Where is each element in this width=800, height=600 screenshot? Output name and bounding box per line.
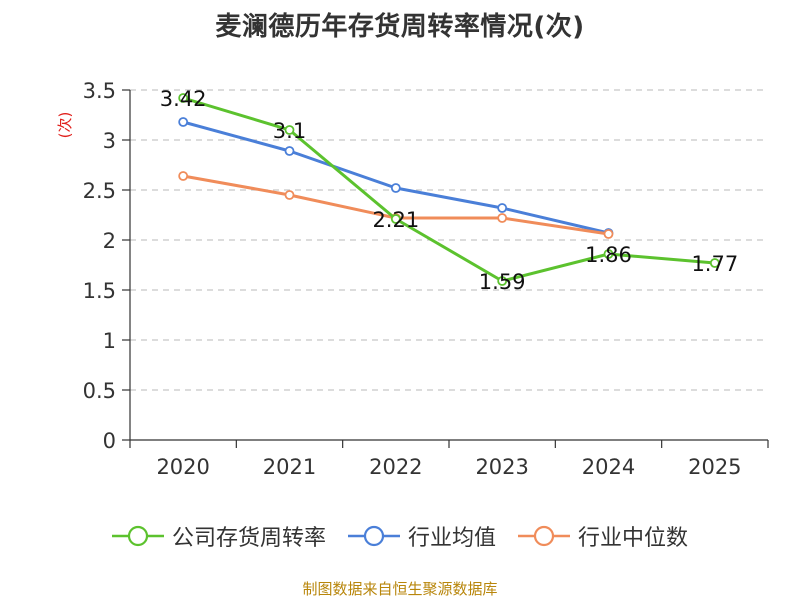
legend-item[interactable]: 行业中位数 [518, 520, 688, 552]
y-tick-label: 1 [103, 329, 116, 353]
y-tick-label: 2.5 [83, 179, 116, 203]
data-point [497, 213, 508, 223]
data-point [390, 214, 401, 224]
series-lines [178, 93, 720, 286]
data-label: 3.1 [273, 119, 306, 143]
data-point [178, 93, 189, 103]
legend-swatch-marker [127, 525, 149, 547]
x-tick-label: 2022 [369, 455, 422, 479]
data-point [284, 190, 295, 200]
data-labels: 3.42 3.1 2.21 1.59 1.86 1.77 [160, 87, 738, 294]
data-point [497, 276, 508, 286]
data-label: 1.86 [585, 243, 632, 267]
x-tick-label: 2023 [475, 455, 528, 479]
data-point [284, 146, 295, 156]
data-label: 1.59 [479, 270, 526, 294]
legend-swatch-marker [363, 525, 385, 547]
legend-swatch-marker [533, 525, 555, 547]
legend-item[interactable]: 公司存货周转率 [111, 520, 326, 552]
data-point [178, 171, 189, 181]
y-tick-label: 3 [103, 129, 116, 153]
y-tick-label: 3.5 [83, 79, 116, 103]
legend-item[interactable]: 行业均值 [347, 520, 496, 552]
x-tick-label: 2025 [688, 455, 741, 479]
data-point [603, 229, 614, 239]
source-note: 制图数据来自恒生聚源数据库 [302, 580, 498, 598]
legend: 公司存货周转率 行业均值 行业中位数 [0, 520, 800, 552]
y-axis-title: (次) [56, 112, 74, 139]
data-label: 1.77 [691, 252, 738, 276]
legend-label: 公司存货周转率 [171, 526, 326, 551]
legend-label: 行业中位数 [578, 526, 689, 551]
y-tick-label: 2 [103, 229, 116, 253]
legend-label: 行业均值 [407, 526, 496, 551]
data-label: 3.42 [160, 87, 207, 111]
legend-swatch [518, 525, 570, 547]
data-point [603, 249, 614, 259]
data-point [178, 117, 189, 127]
y-tick-label: 0.5 [83, 379, 116, 403]
data-point [390, 183, 401, 193]
legend-swatch [347, 525, 400, 547]
chart-title: 麦澜德历年存货周转率情况(次) [215, 12, 585, 42]
x-tick-label: 2024 [582, 455, 635, 479]
legend-swatch [111, 525, 164, 547]
axes: 0 0.5 1 1.5 2 2.5 3 3.5 2020 2021 2022 2023 2024 2025 [83, 79, 769, 479]
x-tick-label: 2020 [156, 455, 209, 479]
grid-lines [130, 89, 768, 391]
series-line-0 [182, 96, 715, 283]
x-tick-label: 2021 [263, 455, 316, 479]
y-tick-label: 0 [103, 429, 116, 453]
data-point [709, 258, 720, 268]
data-point [284, 125, 295, 135]
y-tick-label: 1.5 [83, 279, 116, 303]
data-point [497, 203, 508, 213]
data-label: 2.21 [372, 208, 419, 232]
